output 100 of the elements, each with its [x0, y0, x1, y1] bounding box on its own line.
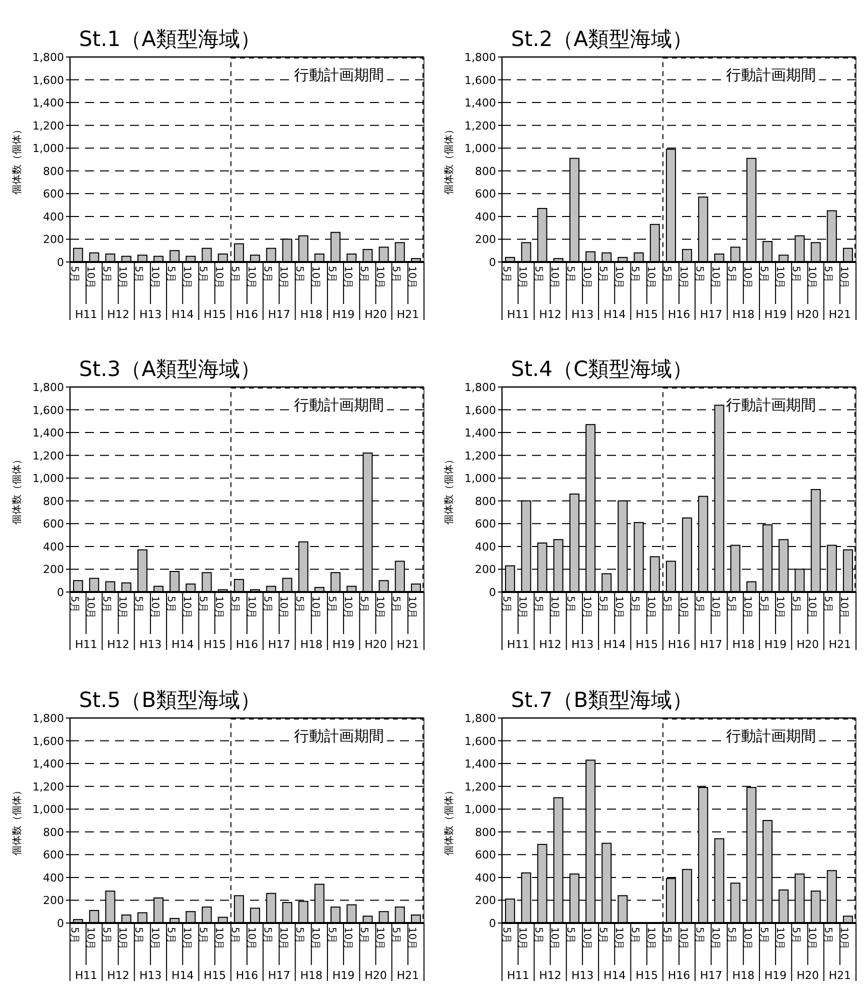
x-tick-label: H17: [268, 638, 290, 651]
text: 5月: [500, 266, 512, 282]
text: 5月: [532, 266, 544, 282]
text: 5月: [358, 927, 369, 944]
x-tick-label: H13: [571, 638, 594, 651]
text: 5月: [326, 266, 337, 282]
text: 10月: [180, 596, 192, 619]
y-tick-label: 800: [475, 826, 496, 839]
text: 5月: [294, 266, 305, 282]
y-tick-label: 800: [43, 494, 64, 508]
text: 10月: [277, 266, 288, 289]
y-tick-label: 1,400: [32, 758, 64, 771]
text: 5月: [629, 266, 640, 282]
text: 10月: [645, 927, 656, 950]
text: 5月: [68, 927, 80, 944]
y-tick-label: 1,400: [32, 96, 64, 110]
text: 5月: [758, 927, 769, 944]
text: 10月: [645, 266, 656, 289]
text: 10月: [806, 596, 818, 619]
y-tick-label: 0: [57, 917, 64, 930]
text: 5月: [390, 266, 402, 282]
x-tick-label: H12: [539, 969, 562, 982]
x-tick-label: H12: [107, 969, 130, 982]
x-tick-label: H19: [764, 969, 787, 982]
y-tick-label: 1,000: [32, 803, 64, 816]
text: 10月: [612, 596, 624, 619]
text: 10月: [516, 927, 528, 950]
x-tick-label: H14: [171, 638, 194, 651]
y-tick-label: 1,600: [32, 74, 64, 87]
text: 10月: [838, 596, 850, 619]
text: 5月: [390, 596, 402, 612]
x-tick-label: H11: [74, 969, 98, 982]
text: 5月: [758, 596, 769, 612]
x-tick-label: H16: [236, 308, 258, 321]
text: 10月: [742, 266, 753, 289]
text: 10月: [406, 266, 418, 289]
x-tick-label: H11: [506, 969, 530, 982]
x-tick-label: H12: [107, 638, 130, 651]
y-tick-label: 200: [43, 563, 64, 576]
text: 10月: [245, 266, 256, 289]
y-tick-label: 1,600: [32, 734, 64, 748]
text: 5月: [68, 266, 80, 282]
text: 5月: [261, 927, 272, 944]
text: 5月: [629, 927, 640, 944]
text: 10月: [148, 596, 160, 619]
text: 5月: [261, 266, 272, 282]
text: 5月: [358, 596, 369, 612]
text: 5月: [164, 927, 176, 944]
y-tick-label: 0: [57, 586, 64, 599]
text: 5月: [790, 927, 801, 944]
text: 10月: [374, 927, 386, 950]
x-tick-label: H12: [107, 308, 130, 321]
annotation: 行動計画期間: [726, 396, 816, 414]
y-tick-label: 1,200: [464, 449, 496, 462]
text: 10月: [84, 927, 96, 950]
text: 5月: [132, 266, 144, 282]
text: 10月: [645, 596, 656, 619]
y-tick-label: 1,600: [464, 734, 496, 748]
x-tick-label: H20: [796, 638, 819, 651]
annotation: 行動計画期間: [726, 727, 816, 745]
text: 10月: [709, 927, 720, 950]
x-tick-label: H16: [236, 969, 258, 982]
text: 10月: [612, 927, 624, 950]
text: 5月: [164, 266, 176, 282]
text: 10月: [245, 927, 256, 950]
y-tick-label: 1,800: [32, 712, 64, 725]
text: 10月: [774, 266, 785, 289]
text: 5月: [197, 596, 208, 612]
text: 10月: [148, 927, 160, 950]
annotation: 行動計画期間: [726, 66, 816, 84]
text: 5月: [500, 927, 512, 944]
x-tick-label: H19: [332, 969, 355, 982]
y-tick-label: 400: [475, 540, 496, 554]
chart-title: St.4（C類型海域）: [510, 357, 694, 381]
text: 5月: [790, 596, 801, 612]
x-tick-label: H17: [700, 308, 722, 321]
x-tick-label: H16: [668, 638, 690, 651]
text: 5月: [758, 266, 769, 282]
y-tick-label: 1,000: [464, 803, 496, 816]
x-tick-label: H14: [603, 638, 626, 651]
y-tick-label: 1,800: [32, 381, 64, 394]
text: 5月: [596, 266, 608, 282]
y-tick-label: 1,400: [464, 758, 496, 771]
x-tick-label: H13: [571, 308, 594, 321]
x-tick-label: H18: [732, 308, 755, 321]
text: 5月: [500, 596, 512, 612]
text: 10月: [310, 266, 321, 289]
y-tick-label: 600: [43, 518, 64, 531]
x-tick-label: H15: [204, 308, 226, 321]
y-tick-label: 0: [489, 586, 496, 599]
text: 5月: [390, 927, 402, 944]
text: 5月: [100, 596, 112, 612]
text: 5月: [564, 596, 576, 612]
x-tick-label: H17: [268, 308, 290, 321]
x-tick-label: H18: [732, 969, 755, 982]
x-tick-label: H11: [74, 638, 98, 651]
text: 10月: [277, 927, 288, 950]
x-tick-label: H13: [139, 638, 162, 651]
text: 5月: [629, 596, 640, 612]
x-tick-label: H18: [300, 638, 323, 651]
